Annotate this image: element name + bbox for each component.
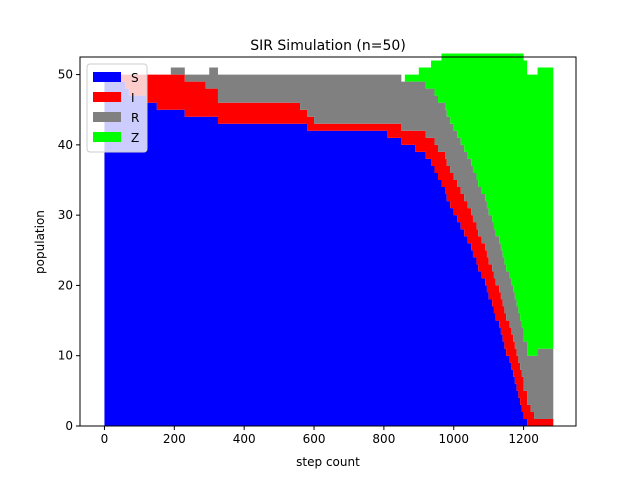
y-tick-label: 10 xyxy=(58,349,73,363)
y-tick-label: 50 xyxy=(58,68,73,82)
x-tick-label: 1200 xyxy=(508,432,539,446)
legend-label-i: I xyxy=(131,91,135,105)
plot-frame xyxy=(79,56,577,427)
legend-label-s: S xyxy=(131,71,139,85)
x-tick-label: 800 xyxy=(372,432,395,446)
x-tick-label: 600 xyxy=(303,432,326,446)
chart-title: SIR Simulation (n=50) xyxy=(250,38,406,54)
area-s xyxy=(104,81,554,426)
y-axis-ticks: 0 10 20 30 40 50 xyxy=(58,68,80,433)
legend-label-z: Z xyxy=(131,131,139,145)
x-tick-label: 200 xyxy=(163,432,186,446)
legend-swatch-s xyxy=(93,72,121,82)
legend-swatch-r xyxy=(93,112,121,122)
stacked-areas xyxy=(104,53,554,426)
x-tick-label: 0 xyxy=(101,432,109,446)
y-tick-label: 0 xyxy=(65,419,73,433)
x-tick-label: 400 xyxy=(233,432,256,446)
y-tick-label: 30 xyxy=(58,208,73,222)
legend-label-r: R xyxy=(131,111,139,125)
x-axis-label: step count xyxy=(296,455,360,469)
legend-swatch-z xyxy=(93,132,121,142)
x-tick-label: 1000 xyxy=(438,432,469,446)
legend-swatch-i xyxy=(93,92,121,102)
y-tick-label: 20 xyxy=(58,278,73,292)
y-axis-label: population xyxy=(33,210,47,274)
y-tick-label: 40 xyxy=(58,138,73,152)
x-axis-ticks: 0 200 400 600 800 1000 1200 xyxy=(101,426,539,446)
legend-box xyxy=(86,63,148,153)
area-i xyxy=(104,74,554,426)
area-z xyxy=(104,53,554,356)
